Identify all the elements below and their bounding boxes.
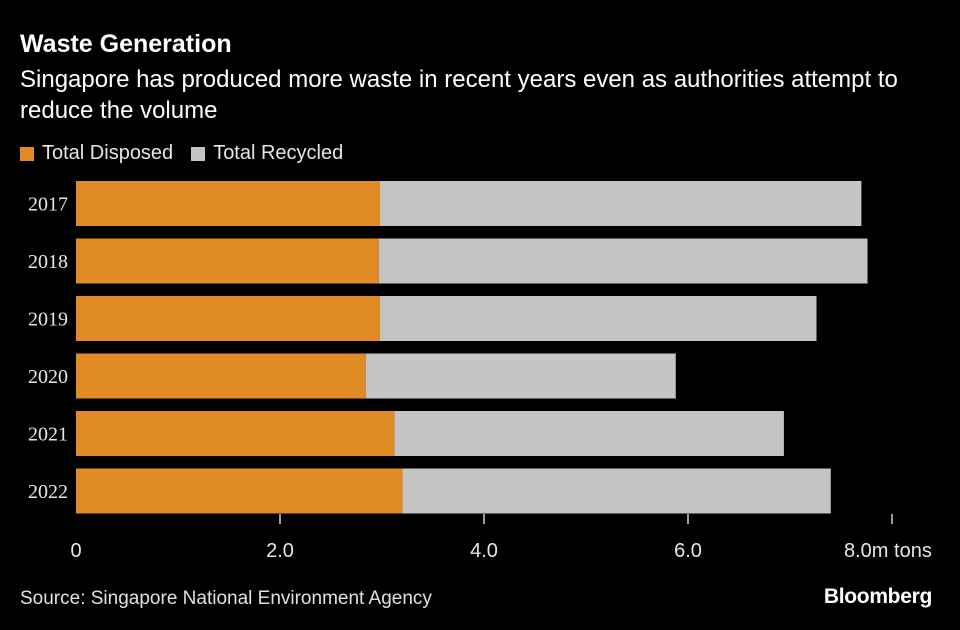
bar-recycled-2018: [378, 238, 868, 284]
legend-swatch-disposed: [20, 146, 34, 161]
x-tick-label-0: 0: [70, 540, 81, 562]
y-tick-label-2021: 2021: [28, 424, 68, 446]
legend-label-recycled: Total Recycled: [213, 142, 344, 164]
legend-item-recycled: Total Recycled: [191, 142, 343, 165]
y-tick-label-2022: 2022: [28, 481, 68, 503]
bar-disposed-2021: [76, 411, 395, 456]
y-tick-label-2019: 2019: [28, 309, 68, 331]
bar-disposed-2017: [76, 181, 380, 226]
legend-item-disposed: Total Disposed: [20, 142, 173, 165]
x-tick-label-3: 6.0: [674, 540, 702, 562]
legend: Total Disposed Total Recycled: [20, 142, 351, 165]
chart-title: Waste Generation: [20, 30, 232, 58]
x-tick-label-1: 2.0: [266, 540, 294, 562]
x-tick-label-4: 8.0m tons: [844, 540, 932, 562]
bloomberg-logo: Bloomberg: [823, 585, 932, 608]
bar-recycled-2019: [379, 296, 817, 341]
bar-recycled-2021: [394, 411, 784, 456]
bar-disposed-2019: [76, 296, 380, 341]
source-note: Source: Singapore National Environment A…: [20, 588, 432, 609]
chart-subtitle: Singapore has produced more waste in rec…: [20, 66, 898, 124]
bar-recycled-2017: [379, 181, 862, 226]
bar-recycled-2022: [402, 468, 831, 514]
bar-disposed-2018: [76, 238, 379, 284]
legend-swatch-recycled: [191, 146, 206, 161]
y-tick-label-2020: 2020: [28, 366, 68, 388]
y-tick-label-2018: 2018: [28, 251, 68, 273]
legend-label-disposed: Total Disposed: [42, 142, 174, 164]
bar-disposed-2020: [76, 353, 366, 399]
y-tick-label-2017: 2017: [28, 194, 68, 216]
bar-disposed-2022: [76, 468, 403, 514]
bar-recycled-2020: [365, 353, 676, 399]
x-tick-label-2: 4.0: [470, 540, 498, 562]
